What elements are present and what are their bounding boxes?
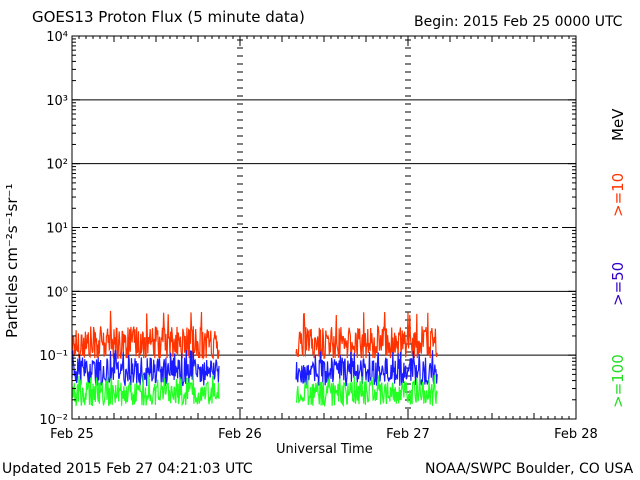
y-axis-label: Particles cm⁻²s⁻¹sr⁻¹ (3, 183, 21, 338)
legend-series-10: >=10 (609, 172, 627, 217)
y-tick-label: 10¹ (46, 222, 68, 237)
x-axis-label: Universal Time (276, 442, 373, 457)
series-trace-ge100-segment-1 (295, 375, 438, 408)
y-tick-label: 10³ (46, 94, 68, 109)
series-trace-ge100-segment-0 (71, 374, 220, 407)
x-tick-label: Feb 28 (554, 427, 598, 442)
y-tick-label: 10⁴ (46, 30, 68, 45)
series-trace-ge10-segment-0 (71, 310, 220, 360)
legend-series-100: >=100 (609, 354, 627, 408)
legend-series-50: >=50 (609, 261, 627, 306)
legend-unit-label: MeV (609, 108, 627, 141)
y-tick-label: 10⁻¹ (39, 349, 68, 364)
series-layer (71, 310, 438, 408)
grid-layer (72, 39, 576, 409)
series-trace-ge50-segment-0 (71, 350, 220, 387)
chart-title: GOES13 Proton Flux (5 minute data) (32, 8, 305, 26)
x-tick-label: Feb 27 (386, 427, 430, 442)
y-tick-label: 10⁰ (46, 285, 68, 300)
y-tick-label: 10² (46, 158, 68, 173)
credit-label: NOAA/SWPC Boulder, CO USA (425, 461, 634, 477)
x-tick-label: Feb 26 (218, 427, 262, 442)
y-tick-label: 10⁻² (39, 413, 68, 428)
x-tick-label: Feb 25 (50, 427, 94, 442)
begin-time-label: Begin: 2015 Feb 25 0000 UTC (414, 14, 623, 30)
axis-layer: 10⁻² 10⁻¹ 10⁰ 10¹ 10² 10³ 10⁴ Feb 25 Feb 26 Feb 2… (39, 30, 597, 442)
series-trace-ge50-segment-1 (295, 350, 438, 387)
updated-timestamp: Updated 2015 Feb 27 04:21:03 UTC (2, 461, 253, 477)
series-trace-ge10-segment-1 (295, 311, 438, 359)
